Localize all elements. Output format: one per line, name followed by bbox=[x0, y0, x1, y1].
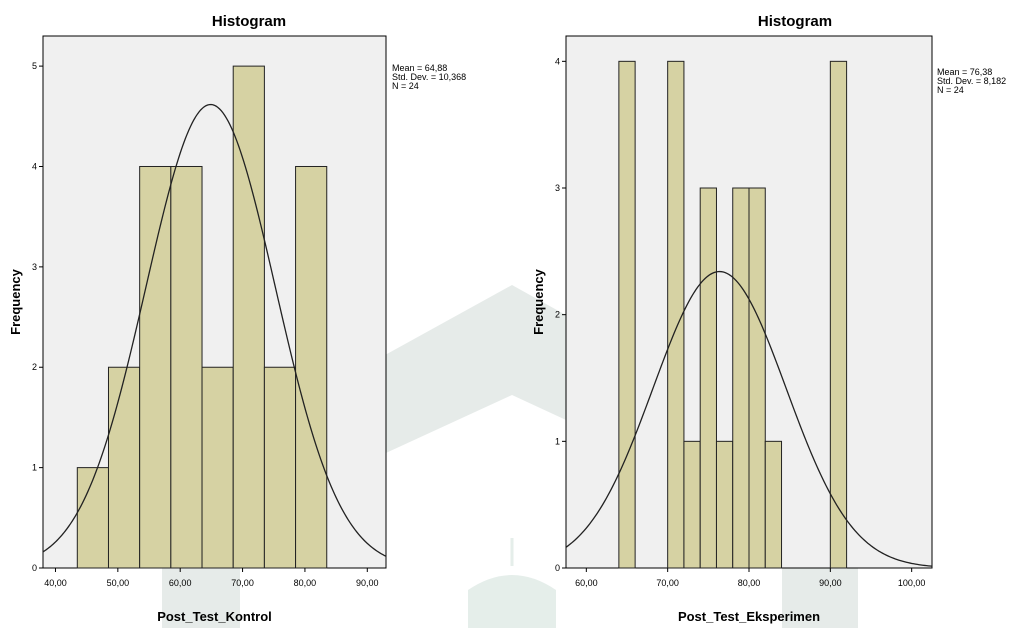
y-tick-label: 5 bbox=[32, 61, 37, 71]
x-tick-label: 90,00 bbox=[356, 578, 379, 588]
histogram-bar bbox=[107, 366, 141, 569]
stats-line: N = 24 bbox=[392, 81, 419, 91]
histogram-bar bbox=[263, 366, 297, 569]
y-tick-label: 3 bbox=[32, 262, 37, 272]
histogram-bars bbox=[76, 65, 328, 569]
x-tick-label: 90,00 bbox=[819, 578, 842, 588]
stats-line: Std. Dev. = 10,368 bbox=[392, 72, 466, 82]
y-tick-label: 0 bbox=[555, 563, 560, 573]
y-tick-label: 4 bbox=[555, 56, 560, 66]
chart-title: Histogram bbox=[758, 13, 832, 30]
x-tick-label: 60,00 bbox=[169, 578, 192, 588]
histogram-panel-1: 0 1 2 3 4 5 40,00 50,00 60,00 70,00 80,00 90,00 Hist… bbox=[8, 13, 466, 624]
histogram-bar bbox=[683, 440, 701, 569]
histogram-bar bbox=[201, 366, 234, 569]
y-tick-label: 0 bbox=[32, 563, 37, 573]
histogram-bar bbox=[232, 65, 265, 569]
x-tick-label: 100,00 bbox=[898, 578, 926, 588]
watermark-dome-shape bbox=[468, 575, 556, 628]
histogram-bar bbox=[76, 467, 109, 569]
x-tick-label: 40,00 bbox=[44, 578, 67, 588]
watermark-dome bbox=[468, 538, 556, 628]
x-axis-label: Post_Test_Eksperimen bbox=[678, 609, 820, 624]
histogram-bar bbox=[139, 165, 172, 569]
histogram-bar bbox=[170, 165, 203, 569]
y-axis-label: Frequency bbox=[8, 268, 23, 335]
stats-line: N = 24 bbox=[937, 85, 964, 95]
histogram-bar bbox=[732, 187, 750, 569]
histogram-bar bbox=[699, 187, 717, 569]
histogram-bar bbox=[764, 440, 783, 569]
y-tick-label: 2 bbox=[32, 362, 37, 372]
histogram-bars bbox=[618, 60, 848, 569]
chart-title: Histogram bbox=[212, 13, 286, 30]
x-tick-label: 70,00 bbox=[656, 578, 679, 588]
x-tick-label: 60,00 bbox=[575, 578, 598, 588]
y-tick-label: 2 bbox=[555, 310, 560, 320]
histogram-bar bbox=[618, 60, 636, 569]
normal-curve bbox=[43, 103, 386, 557]
histogram-bar bbox=[667, 60, 685, 569]
y-tick-label: 4 bbox=[32, 161, 37, 171]
stats-line: Mean = 64,88 bbox=[392, 63, 447, 73]
histogram-bar bbox=[748, 187, 766, 569]
x-tick-label: 80,00 bbox=[738, 578, 761, 588]
y-tick-label: 1 bbox=[32, 463, 37, 473]
y-tick-label: 1 bbox=[555, 436, 560, 446]
histogram-bar bbox=[829, 60, 848, 569]
x-axis-label: Post_Test_Kontrol bbox=[157, 609, 272, 624]
stats-line: Mean = 76,38 bbox=[937, 67, 992, 77]
y-tick-label: 3 bbox=[555, 183, 560, 193]
histogram-bar bbox=[715, 440, 734, 569]
x-tick-label: 70,00 bbox=[231, 578, 254, 588]
stats-line: Std. Dev. = 8,182 bbox=[937, 76, 1006, 86]
histogram-bar bbox=[295, 165, 328, 569]
y-axis-label: Frequency bbox=[531, 268, 546, 335]
normal-curve bbox=[566, 270, 932, 567]
x-tick-label: 80,00 bbox=[294, 578, 317, 588]
histogram-panel-2: 0 1 2 3 4 60,00 70,00 80,00 90,00 100,00 Histogram… bbox=[531, 13, 1006, 624]
x-tick-label: 50,00 bbox=[107, 578, 130, 588]
